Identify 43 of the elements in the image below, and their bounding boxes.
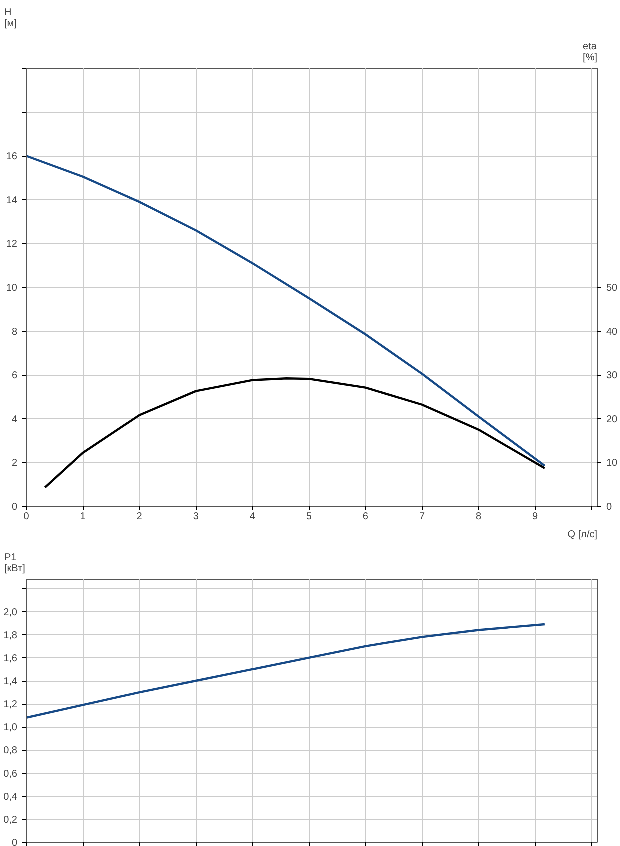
y-tick-label: 10 — [6, 283, 18, 294]
y2-tick-label: 10 — [606, 458, 618, 470]
y-tick-label: 0 — [12, 838, 18, 846]
y-tick-label: 12 — [6, 239, 18, 250]
y-tick-label: 4 — [12, 414, 18, 426]
x-tick-label: 9 — [532, 512, 539, 522]
x-tick-label: 6 — [362, 512, 369, 522]
y-tick-label: 0,4 — [4, 792, 18, 803]
y-tick-label: 1,8 — [4, 630, 18, 642]
y-tick-label: 16 — [6, 152, 18, 163]
y2-tick-label: 20 — [606, 414, 618, 426]
y-tick-label: 2,0 — [4, 607, 18, 618]
y-tick-label: 0,8 — [4, 746, 18, 757]
x-tick-label: 3 — [193, 512, 200, 522]
y-tick-label: 8 — [12, 326, 18, 338]
y-tick-label: 1,4 — [4, 676, 18, 688]
line-series — [26, 623, 546, 720]
y-axis-title: P1 [кВт] — [4, 552, 26, 574]
y-tick-label: 0,6 — [4, 768, 18, 780]
y-tick-label: 6 — [12, 370, 18, 382]
x-tick-label: 0 — [24, 512, 30, 522]
y2-tick-label: 40 — [606, 326, 618, 338]
x-tick-label: 1 — [80, 512, 86, 522]
x-axis-title: Q [л/с] — [568, 530, 598, 540]
line-series — [26, 155, 546, 468]
x-tick-label: 4 — [250, 512, 256, 522]
y-tick-label: 1,0 — [4, 722, 18, 734]
y2-tick-label: 30 — [606, 370, 618, 382]
y-tick-label: 1,6 — [4, 653, 18, 664]
y-tick-label: 2 — [12, 458, 18, 470]
x-tick-label: 2 — [136, 512, 143, 522]
y2-tick-label: 50 — [606, 283, 618, 294]
line-series — [44, 378, 546, 489]
y-tick-label: 1,2 — [4, 700, 18, 711]
y2-tick-label: 0 — [606, 502, 612, 513]
x-tick-label: 5 — [306, 512, 312, 522]
x-tick-label: 7 — [419, 512, 426, 522]
y-tick-label: 14 — [6, 195, 18, 206]
y-axis-title: H [м] — [4, 8, 18, 30]
x-tick-label: 8 — [476, 512, 482, 522]
y2-axis-title: eta [%] — [583, 42, 598, 64]
y-tick-label: 0,2 — [4, 814, 18, 826]
y-tick-label: 0 — [12, 502, 18, 513]
